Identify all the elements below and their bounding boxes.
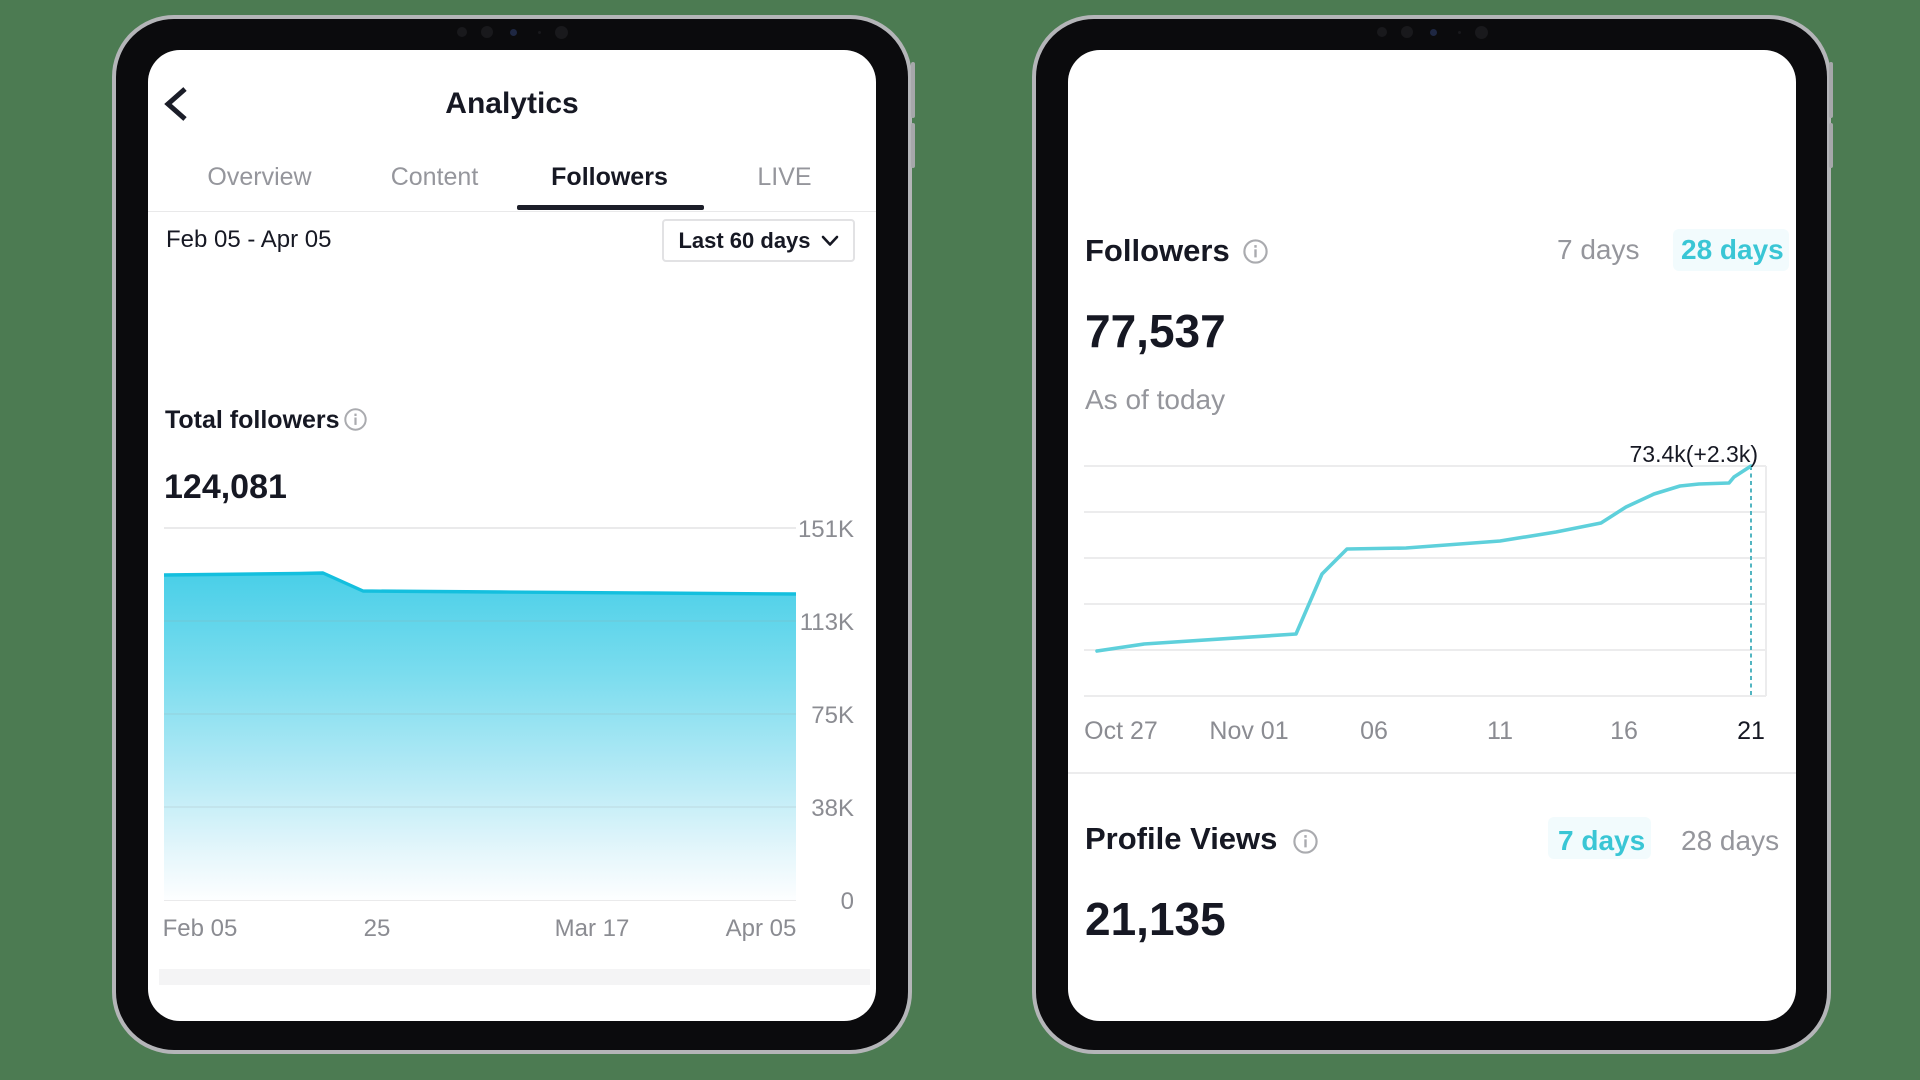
- svg-text:25: 25: [364, 915, 391, 942]
- svg-text:75K: 75K: [811, 702, 854, 729]
- svg-text:38K: 38K: [811, 795, 854, 822]
- svg-text:Feb 05: Feb 05: [163, 915, 238, 942]
- svg-text:Oct 27: Oct 27: [1084, 717, 1158, 745]
- svg-text:0: 0: [841, 888, 854, 915]
- svg-text:06: 06: [1360, 717, 1388, 745]
- svg-text:151K: 151K: [798, 516, 854, 543]
- svg-text:21: 21: [1737, 717, 1765, 745]
- svg-text:113K: 113K: [800, 609, 854, 636]
- svg-text:Apr 05: Apr 05: [726, 915, 797, 942]
- svg-text:73.4k(+2.3k): 73.4k(+2.3k): [1630, 442, 1759, 467]
- svg-text:Nov 01: Nov 01: [1209, 717, 1288, 745]
- svg-text:11: 11: [1487, 717, 1513, 745]
- svg-text:16: 16: [1610, 717, 1638, 745]
- svg-text:Mar 17: Mar 17: [555, 915, 630, 942]
